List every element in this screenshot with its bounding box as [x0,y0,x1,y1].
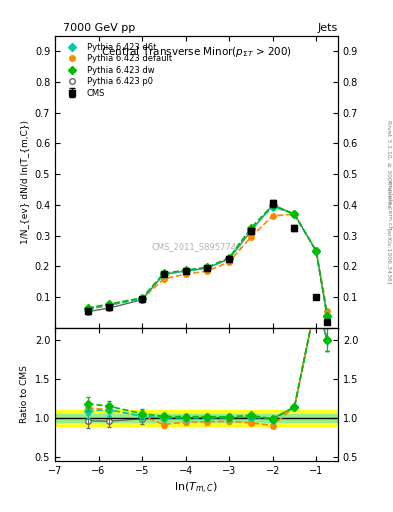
Pythia 6.423 dw [183,267,188,273]
Text: Rivet 3.1.10, ≥ 300k events: Rivet 3.1.10, ≥ 300k events [386,120,391,208]
Text: Jets: Jets [318,23,338,33]
Pythia 6.423 p0 [292,211,297,217]
Pythia 6.423 dw [325,313,329,319]
Pythia 6.423 p0 [162,271,166,278]
Line: Pythia 6.423 dw: Pythia 6.423 dw [85,202,330,318]
Pythia 6.423 p0 [205,265,210,271]
Pythia 6.423 p0 [183,268,188,274]
Pythia 6.423 d6t [183,268,188,274]
Pythia 6.423 default [314,248,319,254]
Y-axis label: Ratio to CMS: Ratio to CMS [20,366,29,423]
Pythia 6.423 d6t [270,203,275,209]
Pythia 6.423 d6t [227,255,231,262]
Pythia 6.423 dw [248,225,253,231]
Pythia 6.423 d6t [107,302,112,308]
Pythia 6.423 default [248,234,253,240]
Pythia 6.423 d6t [248,226,253,232]
Pythia 6.423 default [227,259,231,265]
X-axis label: $\ln(T_{m,C})$: $\ln(T_{m,C})$ [174,481,219,496]
Text: Central Transverse Minor($p_{\Sigma T}$ > 200): Central Transverse Minor($p_{\Sigma T}$ … [101,45,292,58]
Pythia 6.423 default [205,268,210,274]
Text: mcplots.cern.ch: mcplots.cern.ch [386,180,391,230]
Pythia 6.423 dw [85,305,90,311]
Pythia 6.423 d6t [314,248,319,254]
Pythia 6.423 d6t [85,307,90,313]
Pythia 6.423 p0 [248,228,253,234]
Pythia 6.423 d6t [325,313,329,319]
Legend: Pythia 6.423 d6t, Pythia 6.423 default, Pythia 6.423 dw, Pythia 6.423 p0, CMS: Pythia 6.423 d6t, Pythia 6.423 default, … [59,40,174,100]
Y-axis label: 1/N_{ev} dN/d ln(T_{m,C}): 1/N_{ev} dN/d ln(T_{m,C}) [20,120,29,244]
Pythia 6.423 default [162,276,166,282]
Pythia 6.423 default [85,306,90,312]
Pythia 6.423 d6t [162,271,166,278]
Pythia 6.423 default [107,302,112,308]
Line: Pythia 6.423 p0: Pythia 6.423 p0 [85,202,330,318]
Pythia 6.423 dw [292,211,297,217]
Pythia 6.423 dw [314,248,319,254]
Pythia 6.423 dw [162,270,166,276]
Pythia 6.423 default [270,212,275,219]
Pythia 6.423 p0 [107,305,112,311]
Pythia 6.423 p0 [227,255,231,262]
Pythia 6.423 default [183,271,188,278]
Pythia 6.423 dw [227,255,231,261]
Pythia 6.423 p0 [325,313,329,319]
Pythia 6.423 dw [140,295,145,301]
Text: [arXiv:1306.3436]: [arXiv:1306.3436] [386,228,391,284]
Pythia 6.423 default [292,211,297,217]
Pythia 6.423 default [325,308,329,314]
Pythia 6.423 p0 [85,309,90,315]
Line: Pythia 6.423 d6t: Pythia 6.423 d6t [85,204,330,318]
Text: CMS_2011_S8957746: CMS_2011_S8957746 [151,242,242,251]
Text: 7000 GeV pp: 7000 GeV pp [63,23,135,33]
Pythia 6.423 d6t [292,211,297,217]
Pythia 6.423 p0 [314,248,319,254]
Pythia 6.423 default [140,296,145,302]
Pythia 6.423 d6t [140,296,145,302]
Pythia 6.423 p0 [270,202,275,208]
Pythia 6.423 dw [205,264,210,270]
Pythia 6.423 dw [270,202,275,208]
Pythia 6.423 dw [107,301,112,307]
Pythia 6.423 p0 [140,296,145,303]
Line: Pythia 6.423 default: Pythia 6.423 default [85,211,330,314]
Pythia 6.423 d6t [205,265,210,271]
